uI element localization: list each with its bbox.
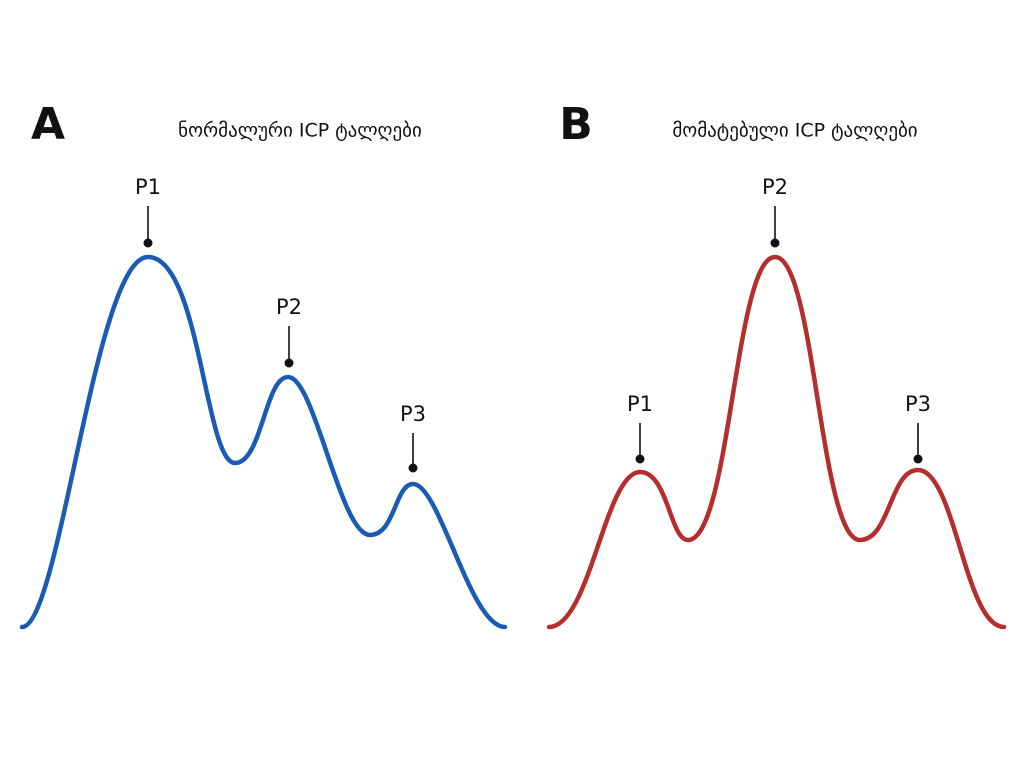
peak-label: P1 [135,175,161,199]
peak-label: P2 [276,295,302,319]
panel-title: ნორმალური ICP ტალღები [178,120,422,142]
peak-label: P3 [400,402,426,426]
peak-dot [284,358,294,368]
peak-label: P3 [905,392,931,416]
peak-dot [770,238,780,248]
panel-letter: A [31,99,65,150]
peak-label: P1 [627,392,653,416]
peak-dot [408,463,418,473]
peak-dot [635,454,645,464]
peak-dot [143,238,153,248]
panel-b: B მომატებული ICP ტალღები P1 P2 P3 [546,99,1007,630]
panel-title: მომატებული ICP ტალღები [672,120,917,142]
panel-a: A ნორმალური ICP ტალღები P1 P2 P3 [19,99,508,630]
waveform [546,254,1007,630]
waveform [19,254,508,630]
peak-label: P2 [762,175,788,199]
panel-letter: B [559,99,593,150]
peak-dot [913,454,923,464]
